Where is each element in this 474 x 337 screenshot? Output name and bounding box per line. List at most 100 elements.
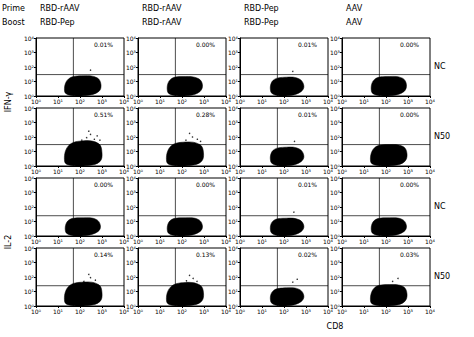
svg-text:10⁴: 10⁴ (119, 238, 130, 245)
svg-text:0.01%: 0.01% (298, 181, 317, 188)
svg-text:10¹: 10¹ (257, 98, 268, 105)
svg-text:10⁰: 10⁰ (133, 238, 144, 245)
svg-text:0.28%: 0.28% (196, 111, 215, 118)
svg-text:10²: 10² (126, 64, 137, 71)
svg-text:10¹: 10¹ (126, 78, 137, 85)
svg-text:10³: 10³ (199, 168, 210, 175)
svg-text:10⁰: 10⁰ (235, 98, 246, 105)
svg-text:10²: 10² (177, 308, 188, 315)
svg-text:10⁴: 10⁴ (24, 175, 35, 182)
svg-text:N50: N50 (434, 132, 450, 141)
svg-text:10⁴: 10⁴ (228, 175, 239, 182)
svg-text:10³: 10³ (97, 98, 108, 105)
svg-text:10⁴: 10⁴ (126, 245, 137, 252)
svg-text:RBD-rAAV: RBD-rAAV (40, 4, 80, 13)
svg-text:10¹: 10¹ (257, 168, 268, 175)
svg-text:10⁰: 10⁰ (337, 308, 348, 315)
svg-text:10¹: 10¹ (330, 288, 341, 295)
svg-text:10²: 10² (75, 308, 86, 315)
svg-text:10¹: 10¹ (359, 238, 370, 245)
svg-text:10¹: 10¹ (155, 98, 166, 105)
svg-text:10¹: 10¹ (330, 78, 341, 85)
svg-text:10³: 10³ (403, 308, 414, 315)
svg-text:10²: 10² (75, 98, 86, 105)
svg-text:10⁴: 10⁴ (24, 245, 35, 252)
svg-text:10³: 10³ (126, 119, 137, 126)
svg-text:10⁴: 10⁴ (221, 168, 232, 175)
svg-text:10⁴: 10⁴ (330, 105, 341, 112)
svg-text:10¹: 10¹ (228, 218, 239, 225)
svg-text:10¹: 10¹ (53, 308, 64, 315)
svg-text:RBD-rAAV: RBD-rAAV (142, 18, 182, 27)
svg-text:10³: 10³ (199, 98, 210, 105)
svg-text:10³: 10³ (403, 98, 414, 105)
svg-text:10³: 10³ (228, 189, 239, 196)
svg-text:10⁴: 10⁴ (228, 35, 239, 42)
svg-text:10⁰: 10⁰ (31, 308, 42, 315)
svg-text:RBD-Pep: RBD-Pep (40, 18, 75, 27)
svg-text:10³: 10³ (97, 308, 108, 315)
svg-text:10¹: 10¹ (257, 308, 268, 315)
svg-text:10⁰: 10⁰ (31, 238, 42, 245)
svg-text:10²: 10² (126, 274, 137, 281)
svg-text:IL-2: IL-2 (4, 235, 13, 250)
svg-text:0.00%: 0.00% (400, 181, 419, 188)
svg-text:10²: 10² (228, 134, 239, 141)
svg-text:10¹: 10¹ (155, 308, 166, 315)
svg-text:10⁴: 10⁴ (221, 308, 232, 315)
svg-text:10¹: 10¹ (359, 308, 370, 315)
svg-text:RBD-rAAV: RBD-rAAV (142, 4, 182, 13)
svg-text:0.01%: 0.01% (298, 111, 317, 118)
svg-text:10¹: 10¹ (359, 168, 370, 175)
svg-text:10²: 10² (24, 134, 35, 141)
svg-text:10³: 10³ (126, 49, 137, 56)
svg-text:10²: 10² (24, 204, 35, 211)
svg-text:10²: 10² (126, 134, 137, 141)
svg-text:10⁴: 10⁴ (119, 168, 130, 175)
svg-text:10⁴: 10⁴ (221, 238, 232, 245)
svg-text:10²: 10² (381, 238, 392, 245)
svg-text:10⁴: 10⁴ (221, 98, 232, 105)
svg-text:10⁴: 10⁴ (330, 35, 341, 42)
svg-text:10⁴: 10⁴ (323, 168, 334, 175)
svg-text:10⁴: 10⁴ (425, 168, 436, 175)
svg-text:N50: N50 (434, 272, 450, 281)
svg-text:0.02%: 0.02% (298, 251, 317, 258)
svg-text:10⁴: 10⁴ (228, 105, 239, 112)
svg-text:10²: 10² (381, 98, 392, 105)
svg-text:10⁰: 10⁰ (337, 238, 348, 245)
svg-text:10¹: 10¹ (126, 288, 137, 295)
svg-text:10⁴: 10⁴ (228, 245, 239, 252)
svg-text:10²: 10² (330, 64, 341, 71)
svg-text:NC: NC (434, 202, 446, 211)
svg-text:10³: 10³ (330, 259, 341, 266)
svg-text:0.51%: 0.51% (94, 111, 113, 118)
svg-text:10³: 10³ (301, 98, 312, 105)
svg-text:0.00%: 0.00% (196, 41, 215, 48)
svg-text:RBD-Pep: RBD-Pep (244, 4, 279, 13)
svg-text:10³: 10³ (330, 119, 341, 126)
svg-text:10¹: 10¹ (257, 238, 268, 245)
svg-text:10⁰: 10⁰ (31, 168, 42, 175)
svg-text:10¹: 10¹ (359, 98, 370, 105)
svg-text:10³: 10³ (301, 238, 312, 245)
svg-text:10¹: 10¹ (330, 218, 341, 225)
svg-text:10²: 10² (177, 238, 188, 245)
svg-text:10⁴: 10⁴ (126, 105, 137, 112)
svg-text:10²: 10² (177, 168, 188, 175)
svg-text:10¹: 10¹ (126, 218, 137, 225)
svg-text:10¹: 10¹ (126, 148, 137, 155)
svg-text:10¹: 10¹ (330, 148, 341, 155)
svg-text:10³: 10³ (403, 168, 414, 175)
svg-text:10²: 10² (126, 204, 137, 211)
svg-text:10²: 10² (279, 168, 290, 175)
svg-text:10²: 10² (279, 308, 290, 315)
svg-text:10²: 10² (381, 308, 392, 315)
svg-text:10⁴: 10⁴ (425, 238, 436, 245)
svg-text:10¹: 10¹ (24, 218, 35, 225)
svg-text:10³: 10³ (126, 189, 137, 196)
svg-text:10⁴: 10⁴ (330, 245, 341, 252)
svg-text:10⁰: 10⁰ (133, 308, 144, 315)
svg-text:10³: 10³ (24, 49, 35, 56)
svg-text:10⁰: 10⁰ (337, 98, 348, 105)
